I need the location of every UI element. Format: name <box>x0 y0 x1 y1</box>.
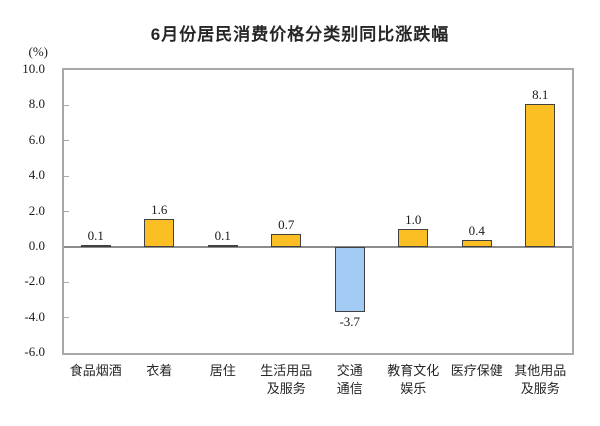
x-axis: 食品烟酒 衣着 居住 生活用品 及服务 交通 通信 教育文化 娱乐 医疗保健 其他用品 及服务 <box>64 362 572 412</box>
y-tick-mark <box>64 175 69 177</box>
bar <box>271 234 302 247</box>
y-tick-label: 2.0 <box>28 202 45 218</box>
y-tick-label: 6.0 <box>28 131 45 147</box>
y-tick-label: -2.0 <box>24 273 45 289</box>
y-tick-label: 4.0 <box>28 167 45 183</box>
x-category-label-line: 衣着 <box>146 363 173 378</box>
y-axis-unit-label: (%) <box>28 44 49 59</box>
x-category-label-line: 及服务 <box>266 381 306 396</box>
bar-value-label: 0.1 <box>214 228 231 244</box>
x-category-label-line: 通信 <box>336 381 363 396</box>
bar-value-label: 8.1 <box>532 86 549 102</box>
y-tick-label: 10.0 <box>22 61 45 76</box>
chart-title: 6月份居民消费价格分类别同比涨跌幅 <box>150 25 450 44</box>
y-tick-label: -6.0 <box>24 344 45 359</box>
x-category-label: 生活用品 及服务 <box>246 362 326 398</box>
x-category-label: 食品烟酒 <box>56 362 136 380</box>
zero-line <box>64 245 572 248</box>
bar-value-label: -3.7 <box>339 314 361 330</box>
x-category-label: 其他用品 及服务 <box>500 362 580 398</box>
bar <box>207 245 238 248</box>
y-tick-mark <box>64 211 69 212</box>
bar-value-label: 1.0 <box>405 212 422 228</box>
x-category-label-line: 及服务 <box>520 381 560 396</box>
x-category-label-line: 食品烟酒 <box>69 363 122 378</box>
y-tick-label: 0.0 <box>28 237 45 253</box>
plot-area: 0.1 1.6 0.1 0.7 -3.7 1.0 0.4 8.1 <box>62 68 574 355</box>
bar <box>525 103 556 247</box>
bar <box>144 218 175 247</box>
x-category-label-line: 娱乐 <box>400 381 427 396</box>
x-category-label: 交通 通信 <box>310 362 390 398</box>
x-category-label: 衣着 <box>119 362 199 380</box>
y-tick-mark <box>64 317 69 319</box>
bar-value-label: 0.1 <box>87 228 104 244</box>
y-axis: 10.0 8.0 6.0 4.0 2.0 0.0 -2.0 -4.0 -6.0 <box>0 61 45 359</box>
bar-value-label: 1.6 <box>151 201 168 217</box>
x-category-label-line: 生活用品 <box>260 363 313 378</box>
x-category-label-line: 居住 <box>209 363 236 378</box>
y-tick-mark <box>64 281 69 283</box>
bar <box>461 239 492 247</box>
bar <box>334 246 365 313</box>
x-category-label-line: 教育文化 <box>387 363 440 378</box>
bar-value-label: 0.4 <box>468 222 485 238</box>
x-category-label: 教育文化 娱乐 <box>373 362 453 398</box>
x-category-label-line: 医疗保健 <box>450 363 503 378</box>
x-category-label: 医疗保健 <box>437 362 517 380</box>
y-tick-label: -4.0 <box>24 308 45 324</box>
x-category-label-line: 其他用品 <box>514 363 567 378</box>
x-category-label: 居住 <box>183 362 263 380</box>
bar-value-label: 0.7 <box>278 217 295 233</box>
bar <box>398 229 429 247</box>
x-category-label-line: 交通 <box>336 363 363 378</box>
y-tick-label: 8.0 <box>28 96 45 112</box>
y-tick-mark <box>64 104 69 106</box>
y-tick-mark <box>64 140 69 142</box>
bar <box>80 245 111 248</box>
